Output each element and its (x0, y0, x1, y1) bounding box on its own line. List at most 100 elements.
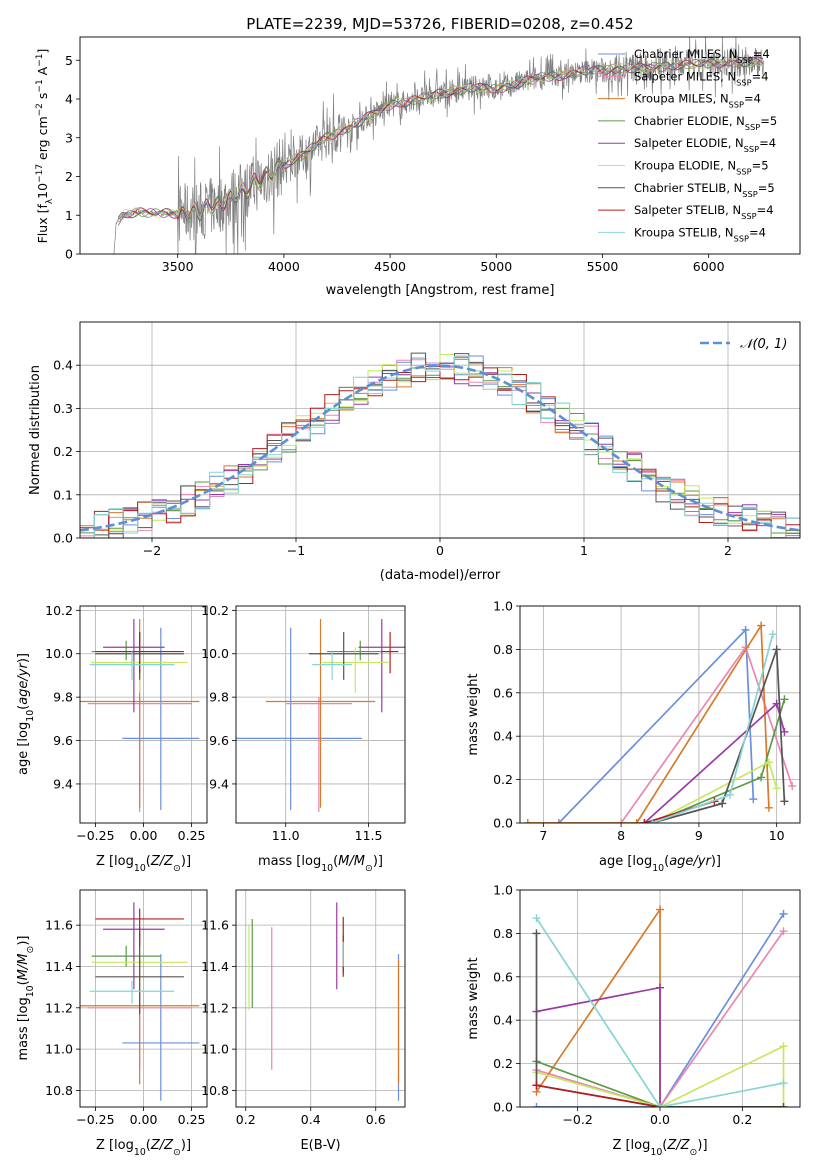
axes: −2 −1 0 1 2 0.0 0.1 0.2 0.3 0.4 𝒩(0, 1) (data-model… (28, 321, 801, 583)
y-tick-label: 11.2 (201, 1000, 229, 1015)
errorbar-chabrier-miles (236, 627, 362, 810)
x-tick-label: 3500 (162, 259, 194, 274)
axes: 7 8 9 10 0.0 0.2 0.4 0.6 0.8 1.0 age [log10(age/yr… (466, 599, 801, 874)
weight-series-kroupa-miles (523, 621, 773, 823)
x-tick-label: 0.6 (366, 1112, 386, 1127)
weight-marker (757, 621, 766, 630)
x-axis-label: Z [log10(Z/Z⊙)] (612, 1138, 707, 1158)
y-axis-label: mass [log10(M/M⊙)] (16, 936, 36, 1061)
x-tick-label: 4500 (374, 259, 406, 274)
weight-line (536, 930, 785, 1107)
y-tick-label: 10.0 (45, 646, 73, 661)
y-tick-label: 9.4 (209, 776, 229, 791)
y-axis-label: age [log10(age/yr)] (16, 653, 36, 775)
x-tick-label: 10 (769, 828, 785, 843)
x-tick-label: 0.4 (301, 1112, 321, 1127)
legend: Chabrier MILES, NSSP=4 Salpeter MILES, NS… (598, 47, 777, 243)
plot-area (80, 352, 800, 538)
x-axis-label: Z [log10(Z/Z⊙)] (96, 854, 191, 874)
legend-label: Kroupa ELODIE, NSSP=5 (634, 159, 769, 177)
y-tick-label: 9.4 (53, 776, 73, 791)
y-tick-label: 0 (65, 247, 73, 262)
x-axis-label: E(B-V) (300, 1138, 340, 1153)
legend-label: Salpeter ELODIE, NSSP=4 (634, 136, 776, 154)
weight-marker (726, 790, 734, 799)
y-tick-label: 0.6 (493, 685, 513, 700)
weight-marker (768, 630, 777, 639)
legend-label: Kroupa MILES, NSSP=4 (634, 92, 761, 110)
weight-marker (554, 819, 563, 823)
x-tick-label: 2 (724, 543, 732, 558)
legend-label: Chabrier MILES, NSSP=4 (634, 47, 770, 65)
y-tick-label: 11.2 (45, 1000, 73, 1015)
histogram-salpeter-stelib (80, 365, 800, 538)
weight-line (535, 917, 784, 1107)
x-tick-label: 0.2 (732, 1112, 752, 1127)
x-tick-label: 6000 (693, 259, 725, 274)
x-tick-label: 4000 (268, 259, 300, 274)
spectrum-panel: 3500 4000 4500 5000 5500 6000 0 1 2 3 4 5 Chabrier M… (35, 36, 801, 298)
weight-series-kroupa-stelib (648, 630, 777, 823)
observed-spectrum-line (113, 37, 764, 254)
errorbar-chabrier-miles (122, 627, 200, 810)
y-tick-label: 0.1 (53, 487, 73, 502)
x-tick-label: −0.25 (76, 828, 114, 843)
grid (80, 890, 207, 1107)
grid (236, 890, 405, 1107)
weight-marker (632, 819, 641, 823)
y-tick-label: 10.8 (201, 1083, 229, 1098)
errorbar-salpeter-elodie (103, 902, 165, 990)
errorbar-kroupa-stelib (89, 980, 175, 1004)
weight-marker (656, 983, 664, 992)
z-vs-weight-panel: −0.2 0.0 0.2 0.0 0.2 0.4 0.6 0.8 1.0 Z [log10(Z/Z… (466, 883, 801, 1158)
y-tick-label: 2 (65, 169, 73, 184)
x-tick-label: 0 (436, 543, 444, 558)
weight-marker (757, 773, 766, 782)
x-axis-label: Z [log10(Z/Z⊙)] (96, 1138, 191, 1158)
y-axis-label: Flux [fλ10−17 erg cm−2 s−1 A−1] (35, 49, 55, 244)
axes: 11.0 11.5 9.4 9.6 9.8 10.0 10.2 mass [log10(M/M… (201, 603, 406, 874)
y-tick-label: 0.4 (53, 358, 73, 373)
x-tick-label: 9 (695, 828, 703, 843)
errorbar-chabrier-elodie (91, 640, 161, 661)
weight-line (536, 1060, 784, 1107)
errorbar-salpeter-miles (285, 697, 352, 813)
weight-series-salpeter-elodie (532, 983, 664, 1107)
x-tick-label: 0.25 (178, 1112, 206, 1127)
y-tick-label: 0.3 (53, 401, 73, 416)
y-tick-label: 1.0 (493, 883, 513, 898)
weight-line (651, 760, 778, 823)
weight-marker (772, 645, 781, 654)
axes-frame (519, 605, 801, 824)
y-tick-label: 9.8 (209, 690, 229, 705)
legend-label: Chabrier STELIB, NSSP=5 (634, 181, 775, 199)
x-tick-label: 0.00 (130, 1112, 158, 1127)
weight-line (536, 913, 785, 1107)
plot-area (113, 37, 764, 254)
weight-marker (749, 795, 758, 804)
weight-series-chabrier-stelib (648, 645, 789, 823)
x-tick-label: −1 (287, 543, 305, 558)
plot-area (523, 621, 797, 823)
errorbar-kroupa-miles (265, 619, 376, 808)
weight-series-chabrier-elodie (648, 695, 789, 823)
y-tick-label: 11.6 (45, 918, 73, 933)
y-tick-label: 0.0 (493, 816, 513, 831)
x-tick-label: 0.00 (130, 828, 158, 843)
weight-marker (779, 1103, 788, 1107)
y-tick-label: 9.6 (53, 733, 73, 748)
weight-line (527, 622, 770, 823)
legend-label: Kroupa STELIB, NSSP=4 (634, 225, 766, 243)
weight-marker (780, 695, 789, 704)
y-tick-label: 9.8 (53, 690, 73, 705)
legend-label: Chabrier ELODIE, NSSP=5 (634, 114, 777, 132)
errorbar-kroupa-stelib (89, 651, 175, 680)
weight-marker (772, 784, 781, 793)
x-tick-label: 0.2 (236, 1112, 256, 1127)
model-line-kroupa-stelib (117, 57, 764, 219)
plot-area (80, 902, 200, 1101)
y-tick-label: 0.8 (493, 926, 513, 941)
weight-marker (656, 1103, 664, 1107)
errorbar-kroupa-stelib (312, 651, 352, 680)
